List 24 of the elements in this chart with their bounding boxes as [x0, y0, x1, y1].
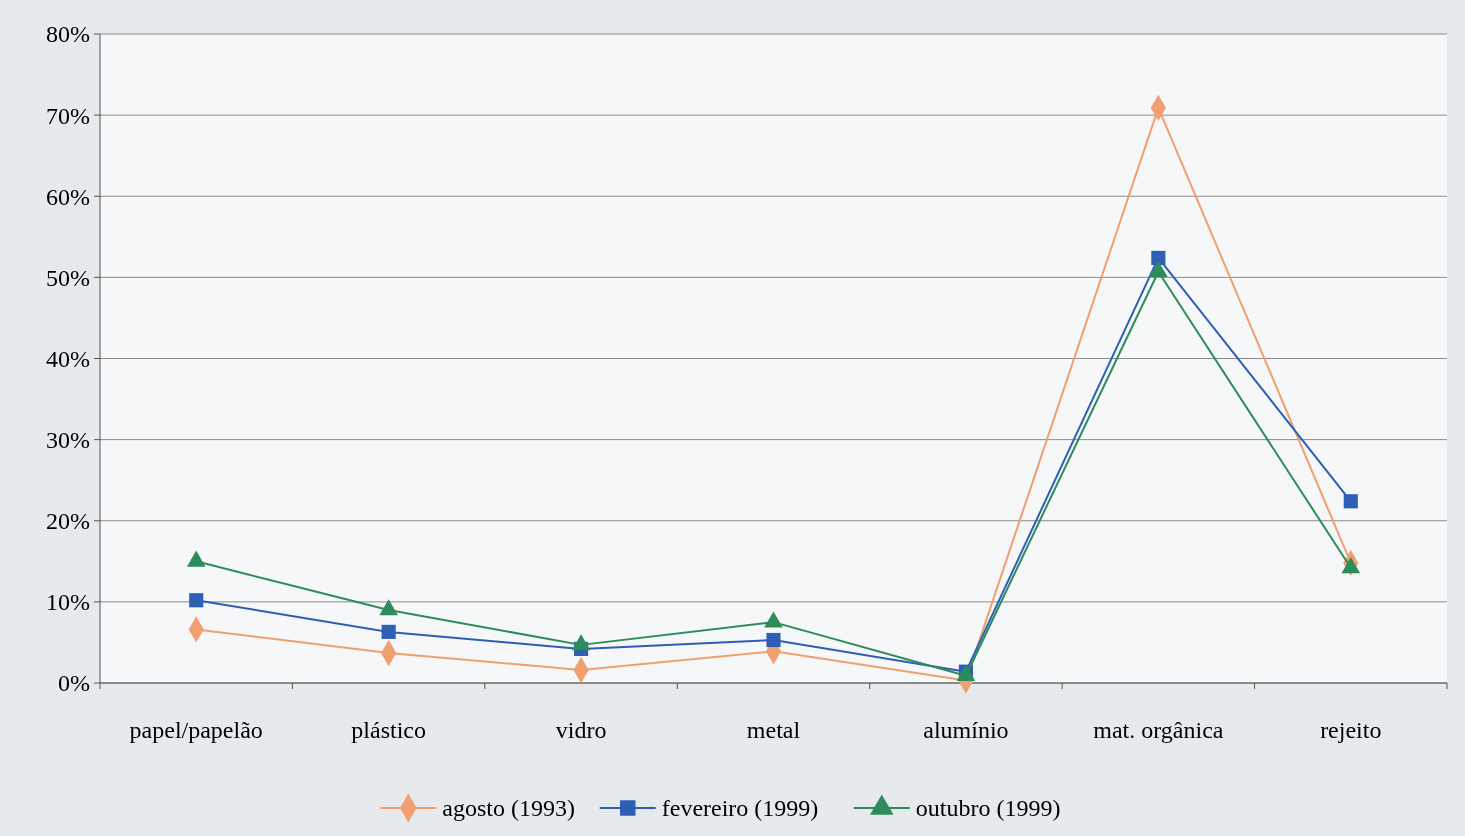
point — [1151, 250, 1166, 265]
x-tick-label: vidro — [555, 717, 607, 743]
point — [189, 593, 204, 608]
legend-label: agosto (1993) — [442, 795, 575, 822]
x-tick-label: rejeito — [1320, 717, 1382, 743]
y-tick-label: 10% — [46, 589, 90, 616]
y-tick-label: 0% — [58, 670, 90, 697]
y-tick-label: 60% — [46, 183, 90, 210]
legend-label: outubro (1999) — [915, 795, 1061, 822]
x-tick-label: alumínio — [923, 717, 1009, 743]
point — [381, 624, 396, 639]
x-tick-label: plástico — [351, 717, 426, 743]
x-tick-label: papel/papelão — [129, 717, 263, 743]
y-tick-label: 80% — [46, 21, 90, 48]
point — [766, 632, 781, 648]
legend-label: fevereiro (1999) — [661, 795, 819, 822]
x-tick-label: mat. orgânica — [1093, 717, 1224, 743]
y-tick-label: 50% — [46, 264, 90, 291]
y-tick-label: 30% — [46, 427, 90, 454]
x-tick-label: metal — [746, 717, 801, 743]
y-tick-label: 40% — [46, 345, 90, 372]
point — [1343, 494, 1358, 509]
y-tick-label: 70% — [46, 102, 90, 129]
y-tick-label: 20% — [46, 508, 90, 535]
